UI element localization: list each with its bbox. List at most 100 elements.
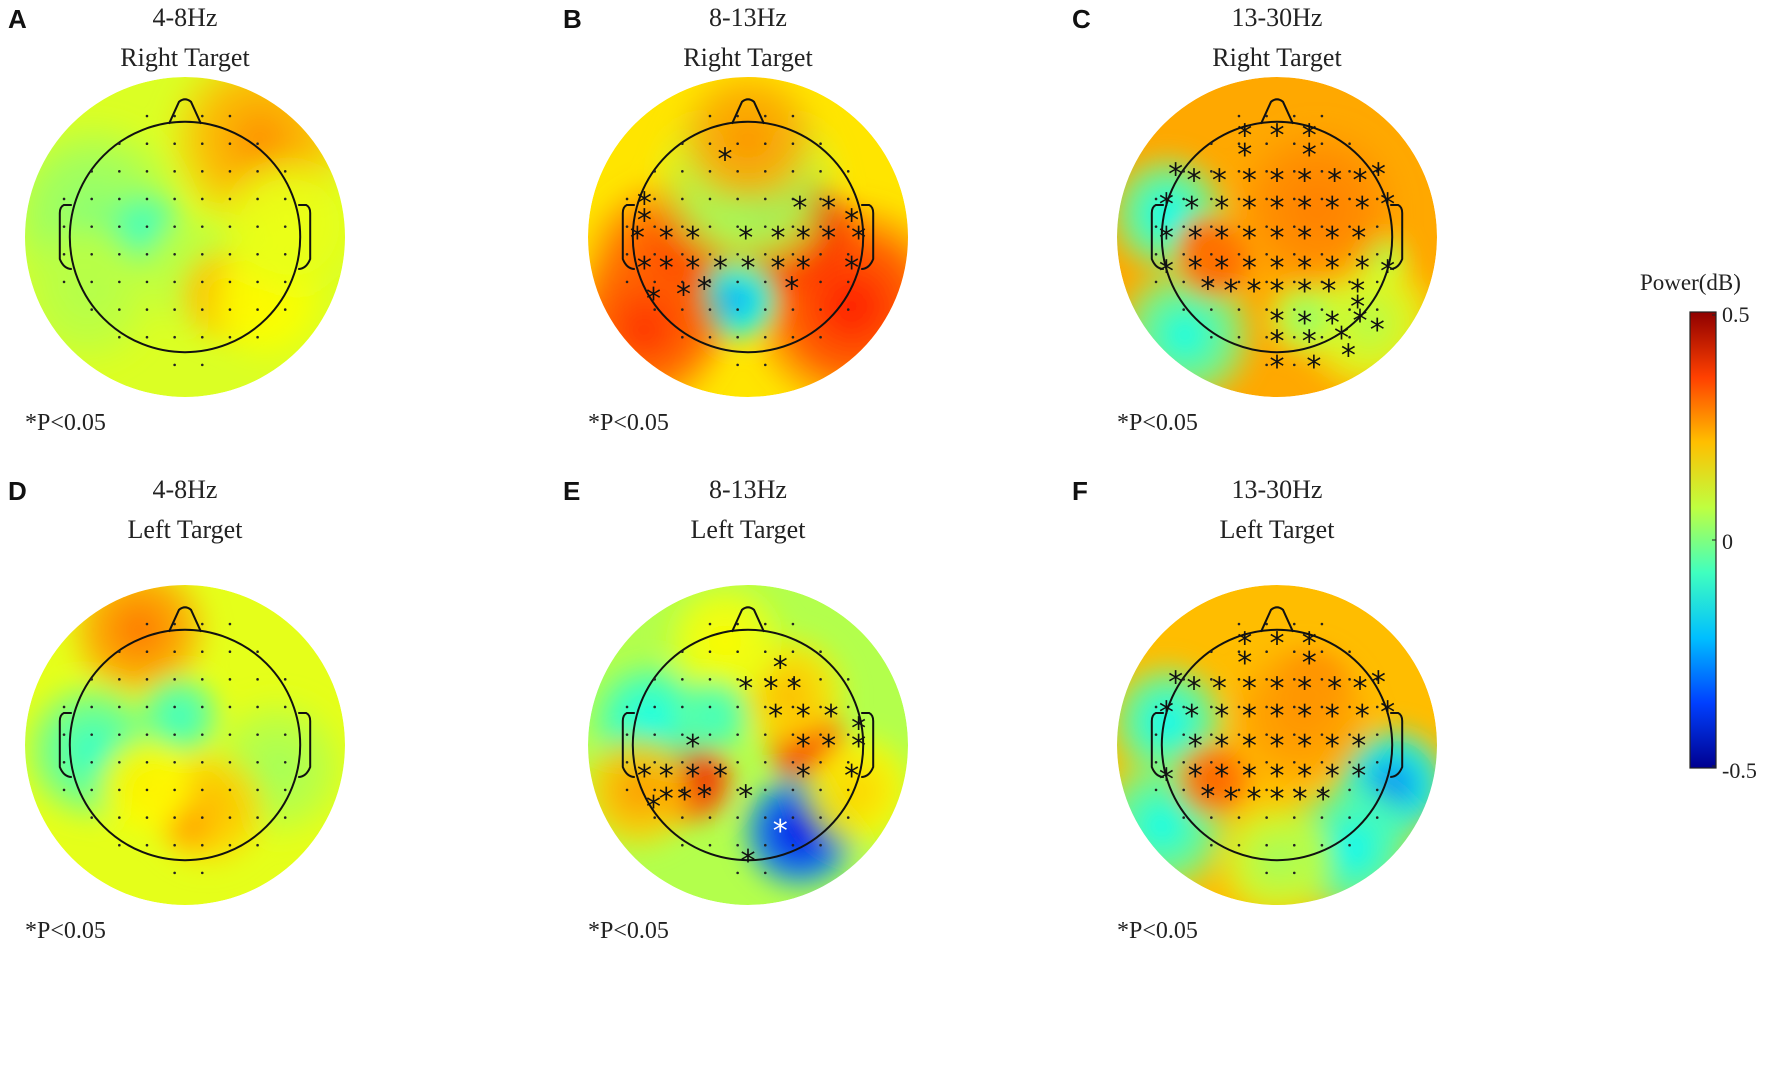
significance-star: *: [770, 221, 785, 256]
electrode-dot: [1154, 788, 1158, 792]
significance-star: *: [1246, 782, 1261, 817]
significance-star: *: [1188, 251, 1203, 286]
electrode-dot: [1320, 280, 1324, 284]
topomap-colorfield: [25, 585, 345, 905]
significance-star: *: [738, 780, 753, 815]
significance-star: *: [637, 204, 652, 239]
significance-star-white: *: [773, 814, 788, 849]
significance-star: *: [796, 729, 811, 764]
electrode-dot: [1375, 760, 1379, 764]
electrode-dot: [681, 760, 684, 764]
electrode-dot: [846, 733, 850, 736]
electrode-dot: [1210, 252, 1213, 256]
significance-star: *: [1270, 221, 1285, 256]
electrode-dot: [145, 225, 149, 228]
electrode-dot: [90, 252, 93, 256]
electrode-dot: [283, 705, 287, 709]
electrode-dot: [736, 114, 739, 118]
electrode-dot: [1320, 170, 1324, 173]
electrode-dot: [145, 114, 149, 118]
electrode-dot: [763, 843, 767, 847]
electrode-dot: [145, 760, 149, 764]
significance-star: *: [1188, 221, 1203, 256]
target-label: Right Target: [683, 43, 813, 72]
electrode-dot: [228, 788, 232, 792]
electrode-dot: [200, 788, 204, 792]
electrode-dot: [118, 705, 121, 709]
electrode-dot: [846, 225, 850, 228]
electrode-dot: [1292, 816, 1296, 819]
electrode-dot: [708, 843, 712, 847]
left-ear-outline: [58, 712, 72, 778]
electrode-dot: [1292, 678, 1296, 681]
electrode-dot: [1292, 622, 1296, 626]
electrode-dot: [736, 760, 739, 764]
significance-star: *: [1159, 254, 1174, 289]
electrode-dot: [1265, 252, 1268, 256]
electrode-dot: [145, 142, 149, 145]
significance-star: *: [1297, 163, 1312, 198]
electrode-dot: [1348, 197, 1351, 201]
electrode-dot: [708, 142, 712, 145]
electrode-dot: [283, 197, 287, 201]
significance-star: *: [1187, 671, 1202, 706]
electrode-dot: [256, 280, 259, 284]
significance-star: *: [717, 143, 732, 178]
electrode-dot: [173, 871, 176, 875]
electrode-dot: [1292, 335, 1296, 339]
electrode-dot: [173, 622, 176, 626]
significance-star: *: [1325, 221, 1340, 256]
electrode-dot: [200, 197, 204, 201]
significance-star: *: [1334, 321, 1349, 356]
electrode-dot: [819, 225, 822, 228]
topomap-panel-d: D 4-8Hz Left Target *P<0.05: [8, 475, 345, 944]
electrode-dot: [681, 678, 684, 681]
electrode-dot: [256, 816, 259, 819]
electrode-dot: [1375, 733, 1379, 736]
electrode-dot: [736, 788, 739, 792]
significance-star: *: [1242, 191, 1257, 226]
significance-star: *: [1352, 304, 1367, 339]
electrode-dot: [62, 252, 66, 256]
panel-letter: A: [8, 4, 27, 34]
electrode-dot: [1292, 760, 1296, 764]
electrode-dot: [1320, 733, 1324, 736]
electrode-dot: [708, 280, 712, 284]
significance-star: *: [741, 251, 756, 286]
electrode-dot: [736, 308, 739, 311]
significance-star: *: [1188, 759, 1203, 794]
electrode-dot: [1348, 225, 1351, 228]
electrode-dot: [708, 170, 712, 173]
electrode-dot: [736, 197, 739, 201]
electrode-dot: [1210, 678, 1213, 681]
electrode-dot: [256, 733, 259, 736]
electrode-dot: [90, 705, 93, 709]
electrode-dot: [173, 335, 176, 339]
significance-star: *: [1352, 671, 1367, 706]
significance-star: *: [1214, 759, 1229, 794]
significance-star: *: [821, 729, 836, 764]
significance-star: *: [659, 782, 674, 817]
significance-star: *: [1297, 306, 1312, 341]
electrode-dot: [228, 843, 232, 847]
electrode-dot: [736, 843, 739, 847]
significance-star: *: [844, 251, 859, 286]
electrode-dot: [1348, 788, 1351, 792]
electrode-dot: [283, 760, 287, 764]
electrode-dot: [62, 733, 66, 736]
electrode-dot: [283, 280, 287, 284]
electrode-dot: [1210, 705, 1213, 709]
electrode-dot: [200, 252, 204, 256]
electrode-dot: [283, 308, 287, 311]
electrode-dot: [1237, 788, 1241, 792]
electrode-dot: [1348, 308, 1351, 311]
electrode-dot: [228, 622, 232, 626]
significance-star: *: [1270, 191, 1285, 226]
electrode-dot: [681, 308, 684, 311]
panel-letter: C: [1072, 4, 1091, 34]
electrode-dot: [256, 335, 259, 339]
electrode-dot: [763, 622, 767, 626]
electrode-dot: [1210, 788, 1213, 792]
electrode-dot: [681, 280, 684, 284]
electrode-dot: [228, 280, 232, 284]
